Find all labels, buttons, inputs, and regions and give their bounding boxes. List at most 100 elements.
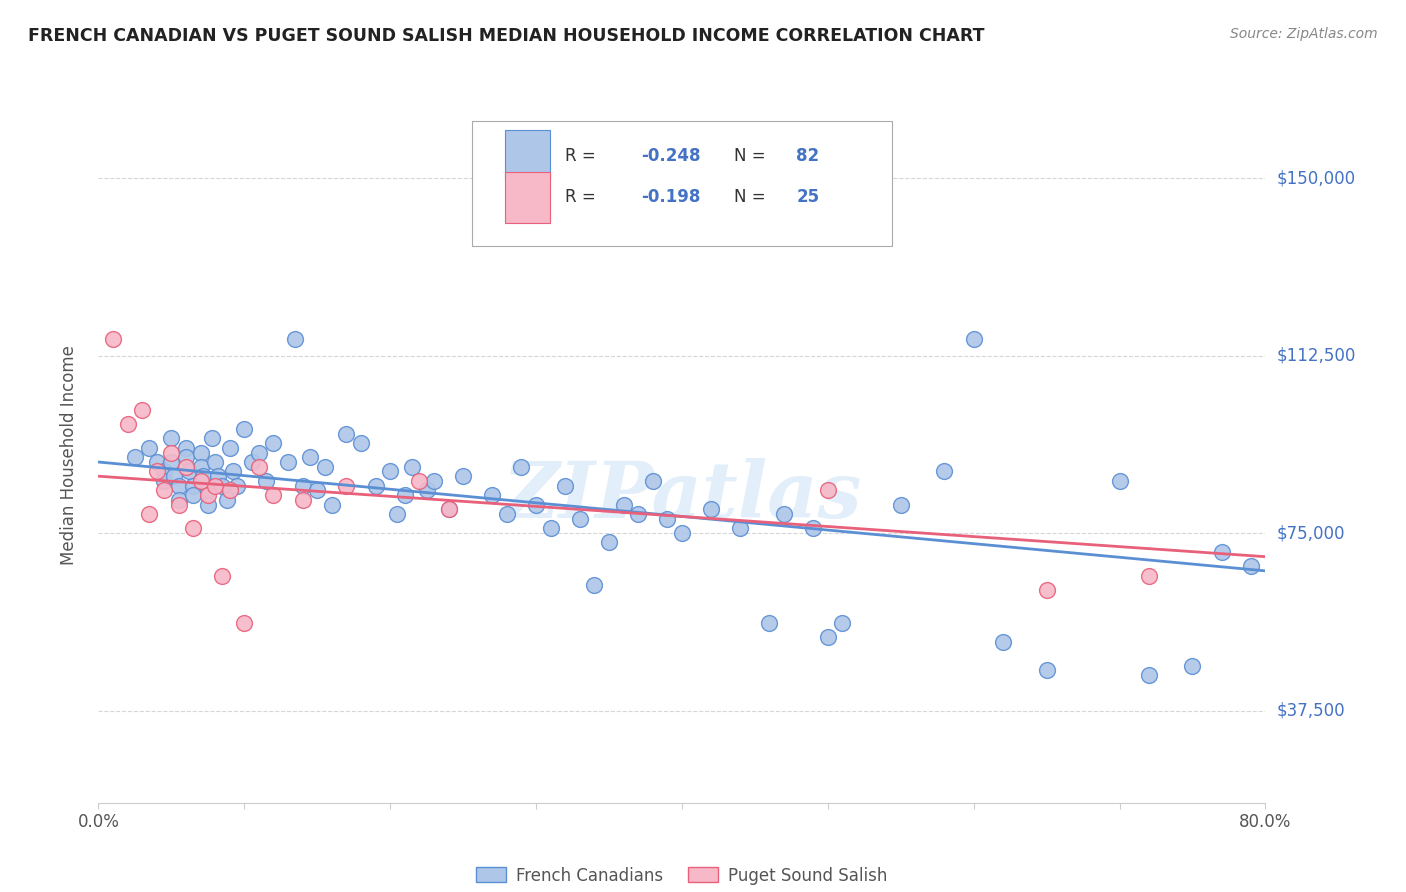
Point <box>773 507 796 521</box>
Point <box>197 488 219 502</box>
Point <box>160 455 183 469</box>
Text: 82: 82 <box>796 147 820 165</box>
Text: R =: R = <box>565 147 602 165</box>
Point <box>247 459 270 474</box>
Point <box>321 498 343 512</box>
Text: FRENCH CANADIAN VS PUGET SOUND SALISH MEDIAN HOUSEHOLD INCOME CORRELATION CHART: FRENCH CANADIAN VS PUGET SOUND SALISH ME… <box>28 27 984 45</box>
Point <box>1108 474 1130 488</box>
Point <box>801 521 824 535</box>
Point <box>408 474 430 488</box>
Text: -0.198: -0.198 <box>641 188 700 206</box>
Point <box>226 478 249 492</box>
Point <box>197 483 219 498</box>
Point <box>437 502 460 516</box>
Point <box>1137 668 1160 682</box>
Point <box>364 478 387 492</box>
Text: $75,000: $75,000 <box>1277 524 1346 542</box>
Point <box>554 478 576 492</box>
Point <box>350 436 373 450</box>
Point <box>262 436 284 450</box>
Point <box>1035 582 1057 597</box>
FancyBboxPatch shape <box>505 172 550 223</box>
Text: $150,000: $150,000 <box>1277 169 1355 187</box>
Point <box>131 403 153 417</box>
Point <box>101 332 124 346</box>
Point <box>627 507 650 521</box>
Point <box>174 459 197 474</box>
Point <box>598 535 620 549</box>
Point <box>197 498 219 512</box>
Point <box>540 521 562 535</box>
Point <box>758 615 780 630</box>
Text: N =: N = <box>734 147 772 165</box>
Text: N =: N = <box>734 188 772 206</box>
Point <box>211 478 233 492</box>
Point <box>204 478 226 492</box>
Point <box>1240 559 1263 574</box>
Point <box>1035 663 1057 677</box>
Text: $37,500: $37,500 <box>1277 701 1346 720</box>
Point <box>138 507 160 521</box>
Text: R =: R = <box>565 188 602 206</box>
Point <box>201 431 224 445</box>
Point <box>728 521 751 535</box>
Point <box>890 498 912 512</box>
Point <box>247 445 270 459</box>
Text: Source: ZipAtlas.com: Source: ZipAtlas.com <box>1230 27 1378 41</box>
FancyBboxPatch shape <box>505 130 550 181</box>
Point <box>583 578 606 592</box>
Point <box>181 521 204 535</box>
Point <box>401 459 423 474</box>
Point <box>817 483 839 498</box>
Point <box>146 455 169 469</box>
Point <box>207 469 229 483</box>
Point <box>437 502 460 516</box>
Point <box>181 488 204 502</box>
Point <box>177 465 200 479</box>
Point <box>218 483 240 498</box>
Point <box>204 455 226 469</box>
Point <box>215 492 238 507</box>
Point <box>291 492 314 507</box>
Point <box>153 465 176 479</box>
Point <box>153 474 176 488</box>
Point <box>181 478 204 492</box>
Text: $112,500: $112,500 <box>1277 346 1355 365</box>
FancyBboxPatch shape <box>472 121 891 246</box>
Point <box>451 469 474 483</box>
Point <box>262 488 284 502</box>
Point <box>193 469 215 483</box>
Point <box>124 450 146 465</box>
Point <box>378 465 402 479</box>
Point <box>831 615 853 630</box>
Point <box>190 459 212 474</box>
Point <box>167 478 190 492</box>
Point <box>167 492 190 507</box>
Point <box>146 465 169 479</box>
Point <box>167 498 190 512</box>
Point <box>962 332 984 346</box>
Point <box>394 488 416 502</box>
Text: -0.248: -0.248 <box>641 147 700 165</box>
Point <box>934 465 956 479</box>
Text: 25: 25 <box>796 188 820 206</box>
Point <box>153 483 176 498</box>
Point <box>117 417 139 432</box>
Point <box>657 512 679 526</box>
Point <box>160 445 183 459</box>
Legend: French Canadians, Puget Sound Salish: French Canadians, Puget Sound Salish <box>470 860 894 891</box>
Point <box>221 465 243 479</box>
Point <box>423 474 446 488</box>
Point <box>298 450 321 465</box>
Point <box>671 526 693 541</box>
Point <box>1137 568 1160 582</box>
Point <box>387 507 409 521</box>
Point <box>991 635 1014 649</box>
Point <box>1211 545 1233 559</box>
Point <box>160 431 183 445</box>
Point <box>314 459 336 474</box>
Point <box>307 483 329 498</box>
Point <box>218 441 240 455</box>
Point <box>190 445 212 459</box>
Point <box>284 332 307 346</box>
